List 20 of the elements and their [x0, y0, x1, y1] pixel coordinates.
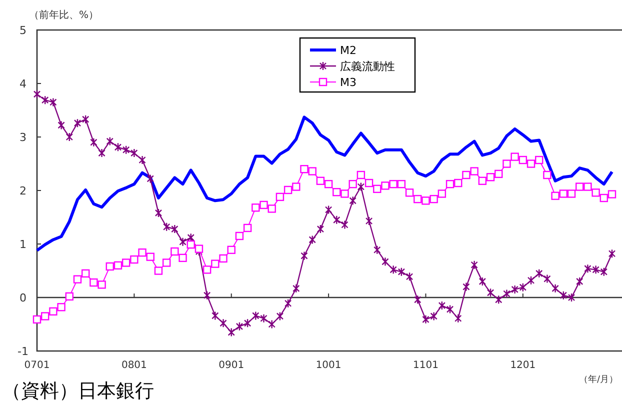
- y-tick-label: 1: [20, 238, 26, 251]
- y-axis-title: （前年比、%）: [29, 9, 99, 21]
- y-tick-label: -1: [18, 345, 28, 358]
- y-tick-label: 0: [20, 292, 26, 304]
- y-tick-label: 3: [20, 131, 26, 144]
- legend-label: M3: [340, 76, 356, 89]
- text: （資料）日本銀行: [2, 380, 154, 402]
- y-tick-label: 5: [20, 24, 26, 37]
- x-tick-label: 0801: [121, 360, 147, 371]
- x-tick-label: 0701: [24, 360, 50, 371]
- x-tick-label: 0901: [218, 360, 244, 371]
- legend-label: 広義流動性: [340, 60, 395, 73]
- y-tick-label: 2: [20, 184, 26, 198]
- x-tick-label: 1101: [413, 360, 438, 371]
- x-tick-label: 1001: [316, 360, 342, 371]
- x-tick-label: 1201: [510, 360, 536, 371]
- y-tick-label: 4: [20, 78, 26, 90]
- x-axis-title: （年/月）: [578, 374, 618, 385]
- legend-label: M2: [340, 44, 356, 57]
- line-series: [36, 116, 614, 252]
